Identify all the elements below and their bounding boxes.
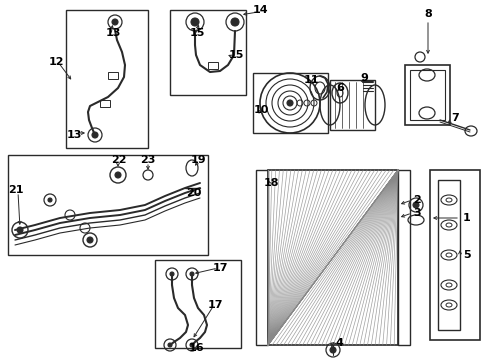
Text: 21: 21 xyxy=(8,185,24,195)
Bar xyxy=(256,170,267,345)
Text: 15: 15 xyxy=(228,50,243,60)
Bar xyxy=(155,260,241,348)
Ellipse shape xyxy=(286,100,292,106)
Bar xyxy=(409,70,444,120)
Bar xyxy=(100,100,110,107)
Bar xyxy=(329,80,374,130)
Text: 6: 6 xyxy=(335,83,343,93)
Text: 14: 14 xyxy=(253,5,268,15)
Text: 17: 17 xyxy=(212,263,227,273)
Ellipse shape xyxy=(170,272,174,276)
Ellipse shape xyxy=(190,272,194,276)
Text: 10: 10 xyxy=(253,105,268,115)
Text: 7: 7 xyxy=(450,113,458,123)
Bar xyxy=(252,73,327,133)
Text: 22: 22 xyxy=(111,155,126,165)
Bar xyxy=(108,72,118,79)
Text: 18: 18 xyxy=(263,178,278,188)
Ellipse shape xyxy=(230,18,239,26)
Ellipse shape xyxy=(191,18,199,26)
Text: 17: 17 xyxy=(207,300,223,310)
Text: 8: 8 xyxy=(423,9,431,19)
Text: 16: 16 xyxy=(189,343,204,353)
Ellipse shape xyxy=(48,198,52,202)
Bar xyxy=(8,155,207,255)
Text: 11: 11 xyxy=(303,75,318,85)
Text: 3: 3 xyxy=(412,208,420,218)
Text: 4: 4 xyxy=(334,338,342,348)
Ellipse shape xyxy=(412,202,418,208)
Ellipse shape xyxy=(190,343,194,347)
Bar xyxy=(267,170,397,345)
Ellipse shape xyxy=(115,172,121,178)
Bar xyxy=(170,10,245,95)
Text: 13: 13 xyxy=(66,130,81,140)
Bar xyxy=(66,10,148,148)
Text: 9: 9 xyxy=(359,73,367,83)
Text: 5: 5 xyxy=(462,250,470,260)
Text: 15: 15 xyxy=(189,28,204,38)
Text: 20: 20 xyxy=(186,188,201,198)
Ellipse shape xyxy=(329,347,335,353)
Bar xyxy=(397,170,409,345)
Text: 13: 13 xyxy=(105,28,121,38)
Bar xyxy=(437,180,459,330)
Text: 12: 12 xyxy=(48,57,63,67)
Text: 2: 2 xyxy=(412,195,420,205)
Ellipse shape xyxy=(168,343,172,347)
Bar xyxy=(207,62,218,69)
Bar xyxy=(429,170,479,340)
Text: 1: 1 xyxy=(462,213,470,223)
Bar xyxy=(404,65,449,125)
Text: 23: 23 xyxy=(140,155,155,165)
Text: 19: 19 xyxy=(191,155,206,165)
Ellipse shape xyxy=(112,19,118,25)
Ellipse shape xyxy=(414,52,424,62)
Ellipse shape xyxy=(87,237,93,243)
Ellipse shape xyxy=(92,132,98,138)
Ellipse shape xyxy=(17,227,23,233)
